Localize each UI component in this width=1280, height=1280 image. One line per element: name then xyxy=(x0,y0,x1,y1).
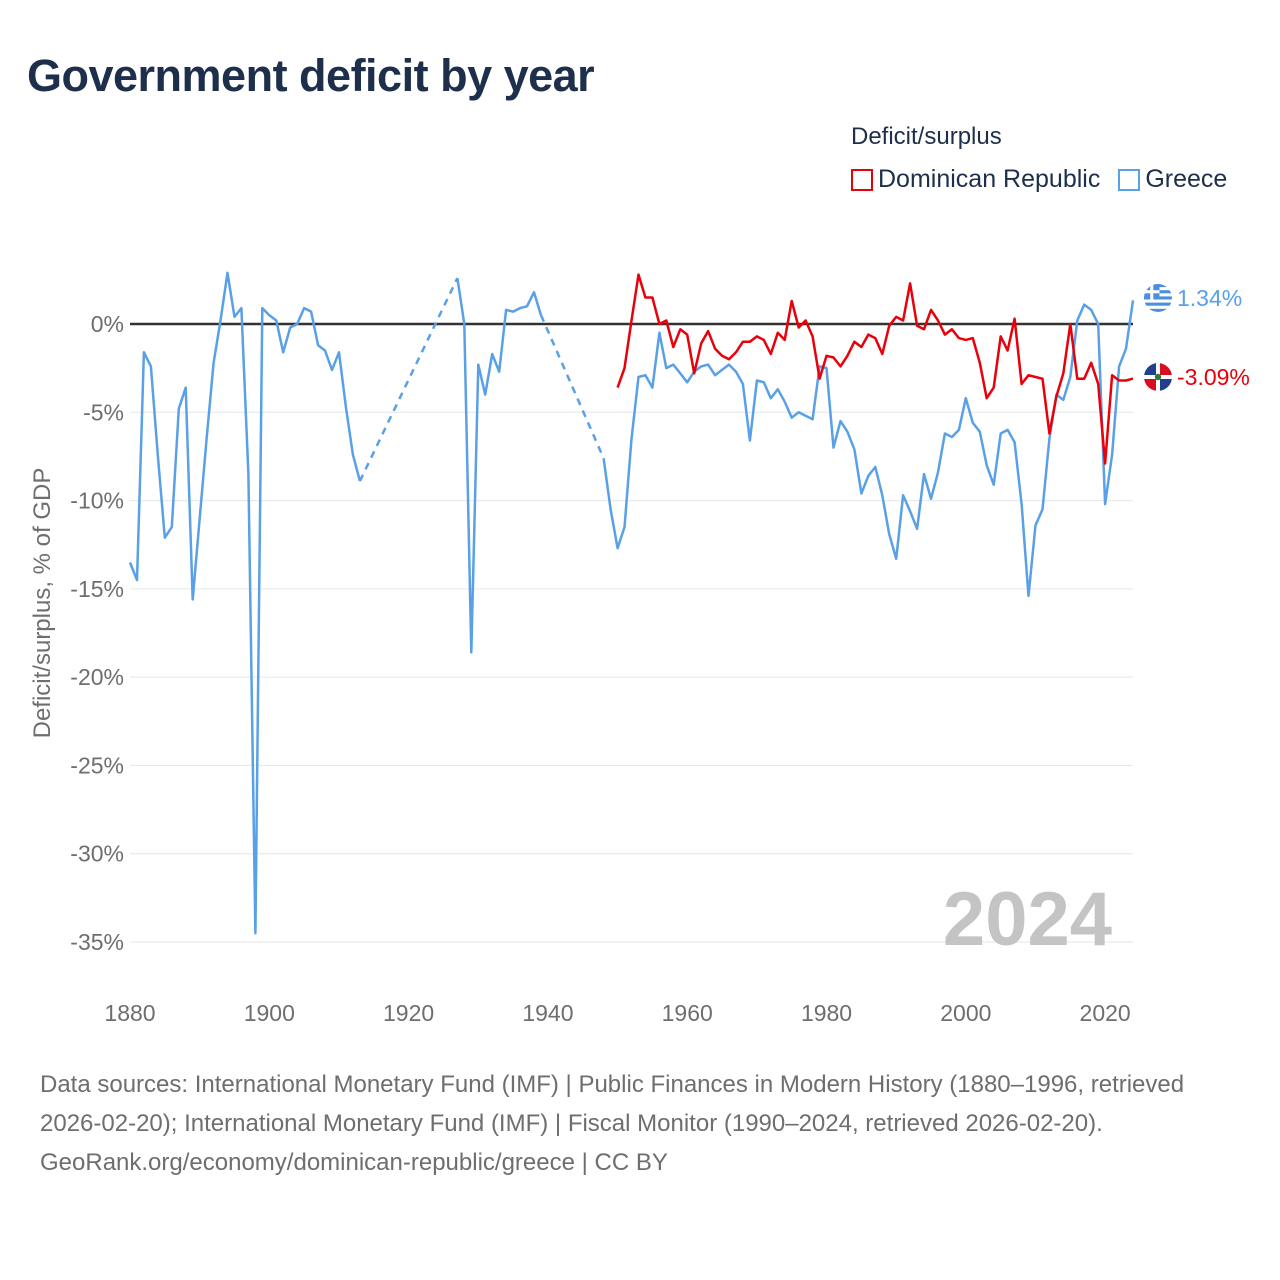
x-axis: 1880 1900 1920 1940 1960 1980 2000 2020 xyxy=(104,1000,1130,1026)
legend-label-greece: Greece xyxy=(1145,165,1228,193)
greece-flag-icon xyxy=(1144,284,1172,312)
y-axis-label: Deficit/surplus, % of GDP xyxy=(29,468,56,739)
x-tick-label: 1920 xyxy=(383,1000,434,1026)
legend-swatch-greece xyxy=(1118,168,1141,191)
x-tick-label: 1980 xyxy=(801,1000,852,1026)
y-axis: 0% -5% -10% -15% -20% -25% -30% -35% xyxy=(70,311,124,955)
legend: Dominican Republic Greece xyxy=(851,165,1245,194)
legend-item-greece[interactable]: Greece xyxy=(1118,165,1227,194)
line-chart: 0% -5% -10% -15% -20% -25% -30% -35% 1880 1900 19… xyxy=(29,271,1250,1026)
y-tick-label: -20% xyxy=(70,664,124,690)
series-lines xyxy=(128,271,1135,935)
x-tick-label: 2000 xyxy=(940,1000,991,1026)
data-sources: Data sources: International Monetary Fun… xyxy=(40,1071,1185,1137)
legend-label-dominican-republic: Dominican Republic xyxy=(878,165,1101,193)
y-tick-label: -35% xyxy=(70,929,124,955)
legend-item-dominican-republic[interactable]: Dominican Republic xyxy=(851,165,1100,194)
y-tick-label: -5% xyxy=(83,399,124,425)
page-title: Government deficit by year xyxy=(27,50,595,101)
dominican-republic-flag-icon xyxy=(1144,363,1172,391)
dominican-republic-end-label: -3.09% xyxy=(1177,364,1250,390)
credit-link[interactable]: GeoRank.org/economy/dominican-republic/g… xyxy=(40,1149,668,1176)
series-line-greece xyxy=(602,300,1135,598)
grid xyxy=(130,411,1133,943)
series-gap-greece xyxy=(539,314,605,459)
y-tick-label: -25% xyxy=(70,752,124,778)
series-line-greece xyxy=(128,271,362,935)
year-watermark: 2024 xyxy=(943,877,1112,962)
greece-end-label: 1.34% xyxy=(1177,285,1242,311)
legend-swatch-dominican-republic xyxy=(851,168,873,191)
x-tick-label: 1960 xyxy=(662,1000,713,1026)
series-line-greece xyxy=(456,277,543,654)
x-tick-label: 1880 xyxy=(104,1000,155,1026)
series-gap-greece xyxy=(358,277,459,482)
legend-title: Deficit/surplus xyxy=(851,123,1002,150)
footer: Data sources: International Monetary Fun… xyxy=(40,1065,1240,1182)
y-tick-label: -15% xyxy=(70,576,124,602)
y-tick-label: 0% xyxy=(91,311,124,337)
y-tick-label: -10% xyxy=(70,488,124,514)
x-tick-label: 1940 xyxy=(522,1000,573,1026)
x-tick-label: 2020 xyxy=(1080,1000,1131,1026)
y-tick-label: -30% xyxy=(70,841,124,867)
x-tick-label: 1900 xyxy=(244,1000,295,1026)
series-line-dominican-republic xyxy=(616,273,1134,465)
